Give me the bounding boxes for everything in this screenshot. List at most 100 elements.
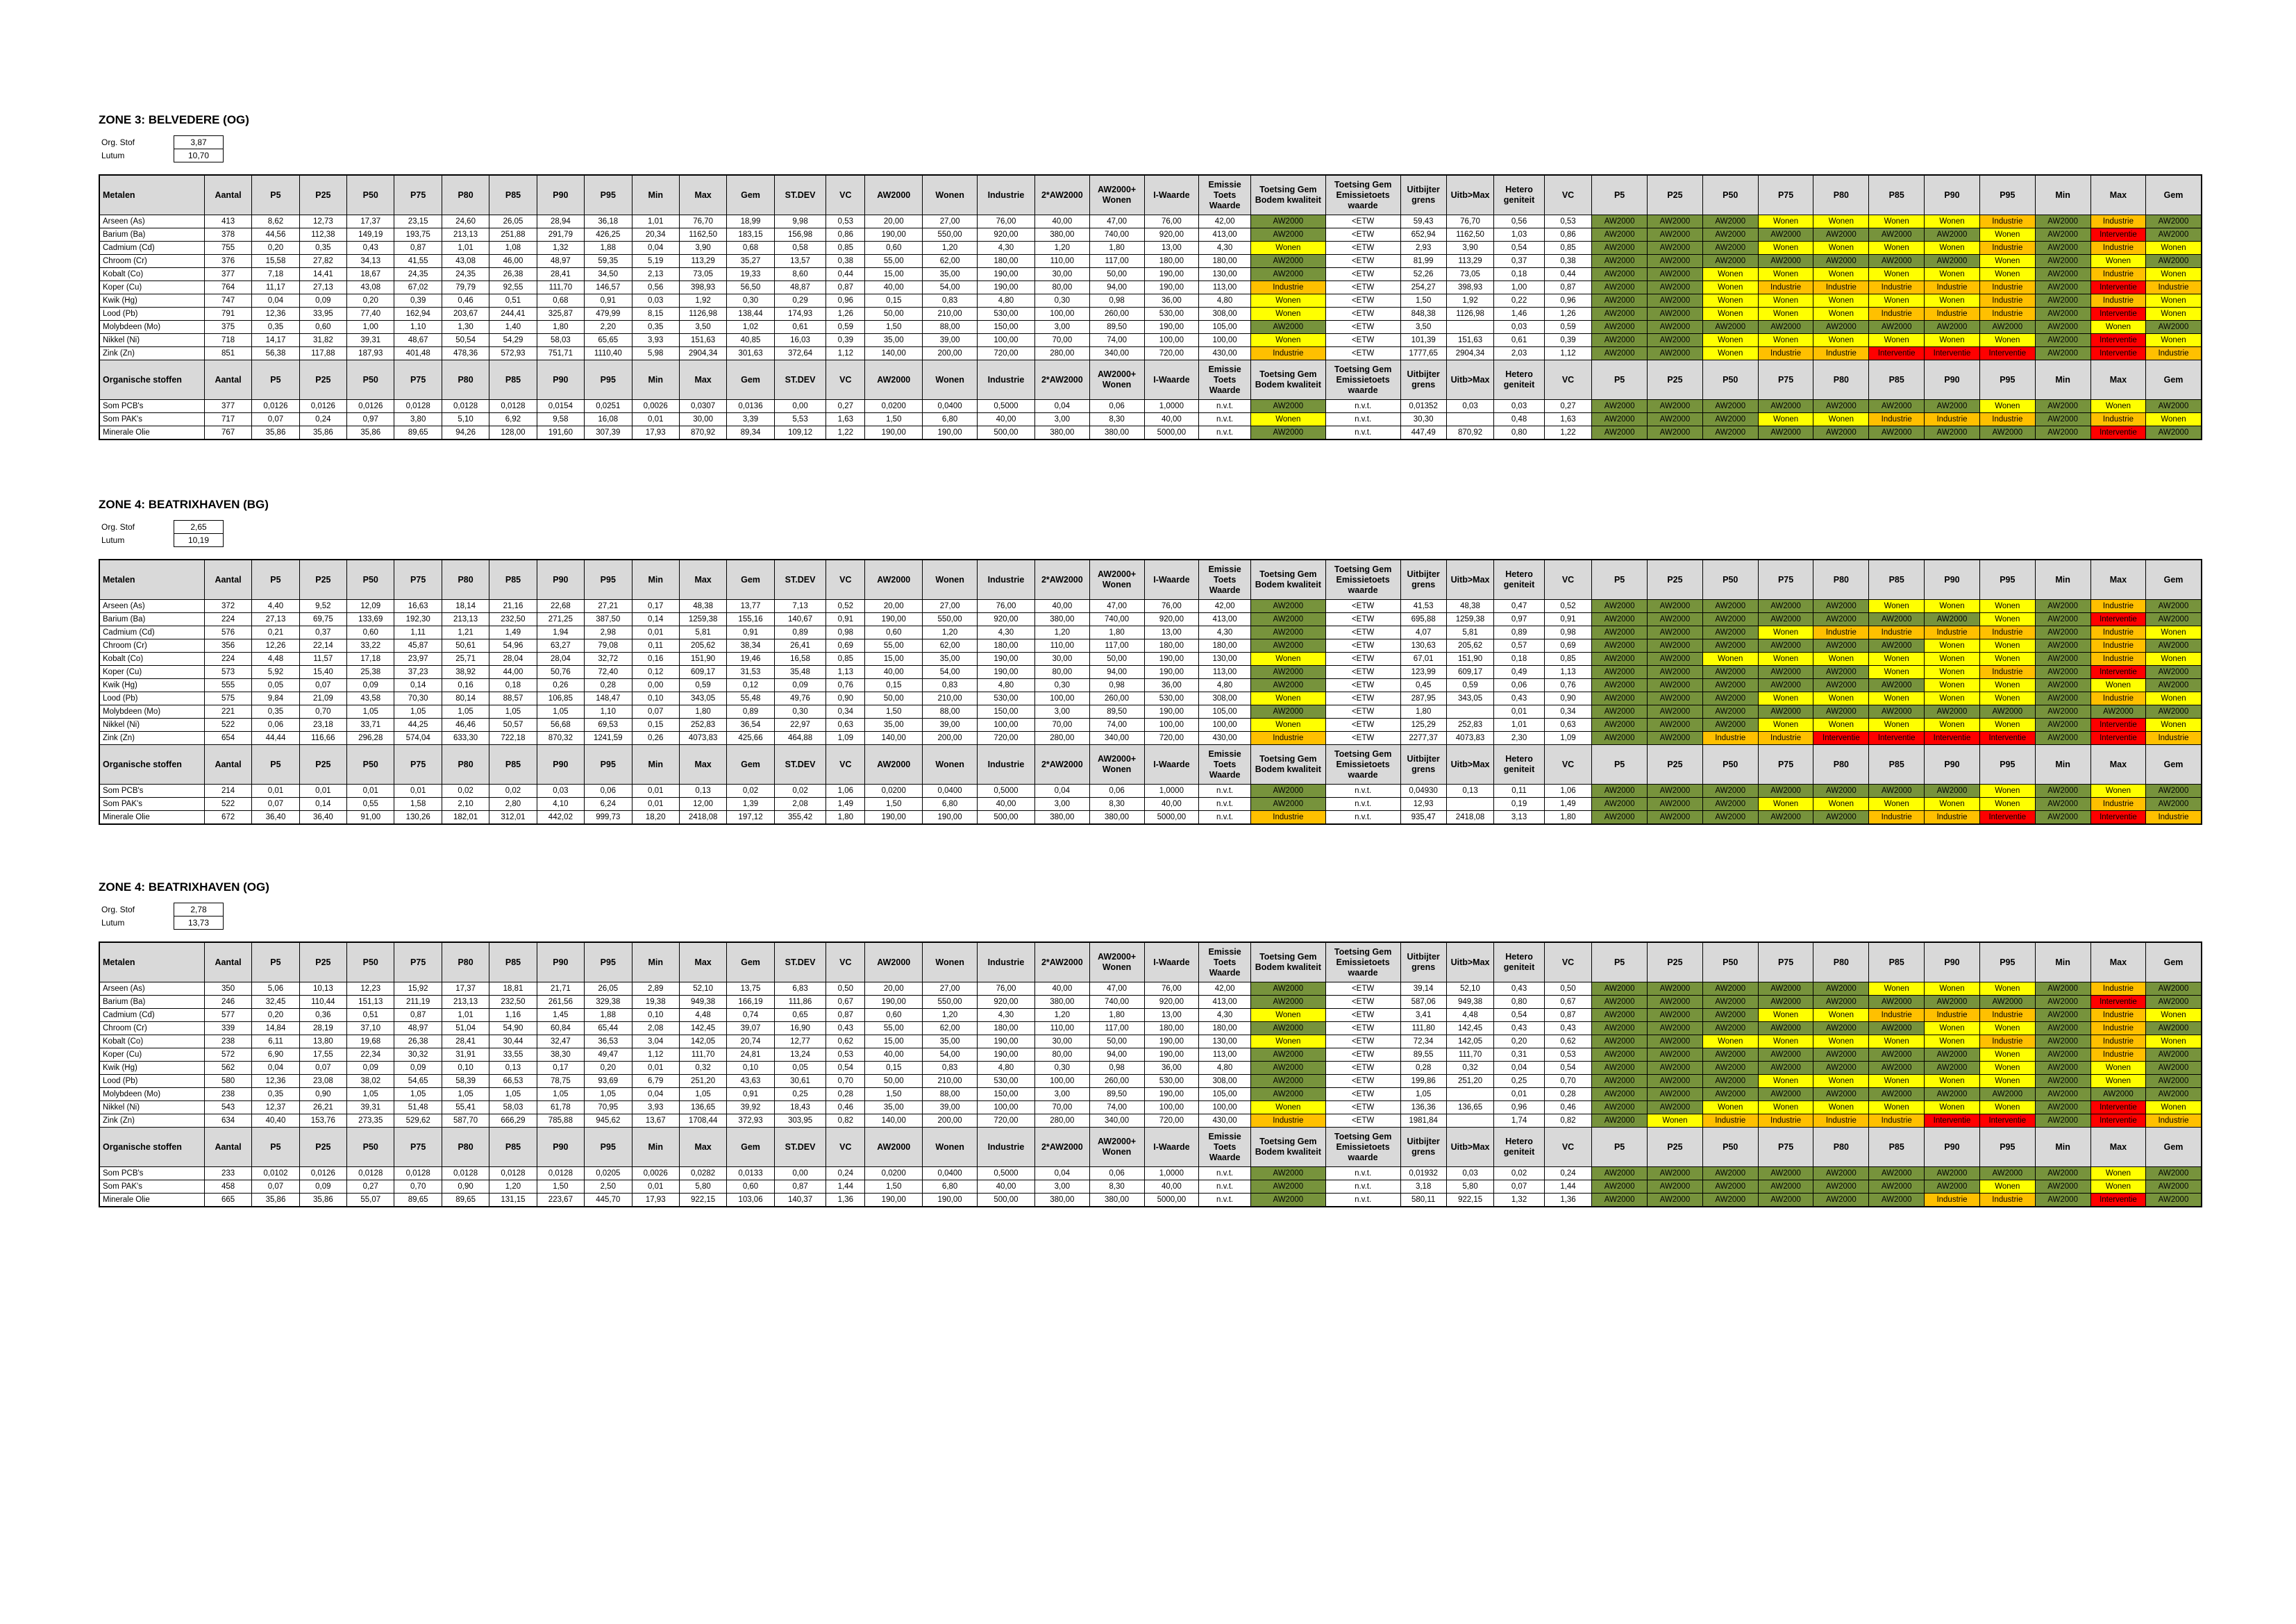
cell: AW2000	[1757, 678, 1814, 692]
cell: 0,96	[826, 294, 866, 308]
cell: 180,00	[977, 1021, 1035, 1035]
cell: 1,05	[394, 705, 442, 719]
cell: 0,48	[1493, 412, 1545, 426]
header-cell: Toetsing Gem Emissietoets waarde	[1325, 744, 1401, 785]
cell: 0,02	[726, 784, 775, 798]
cell: AW2000	[1591, 1100, 1648, 1114]
cell: 6,11	[251, 1035, 300, 1048]
cell: 43,08	[441, 254, 490, 268]
cell: 1,05	[346, 705, 395, 719]
cell: 0,68	[726, 241, 775, 255]
cell: 0,07	[1493, 1180, 1545, 1194]
row-label: Cadmium (Cd)	[99, 626, 205, 639]
header-cell: Industrie	[977, 559, 1035, 600]
cell: AW2000	[1591, 1035, 1648, 1048]
cell: 190,00	[1143, 1048, 1200, 1062]
cell: AW2000	[2090, 705, 2147, 719]
cell: 1,09	[1543, 731, 1593, 745]
cell: 197,12	[726, 810, 775, 825]
header-cell: P95	[584, 360, 632, 400]
cell: AW2000	[1591, 320, 1648, 334]
cell: 17,37	[441, 982, 490, 996]
cell: AW2000	[1647, 307, 1703, 321]
cell: 15,00	[864, 267, 923, 281]
cell: AW2000	[1757, 1087, 1814, 1101]
cell: 5,81	[1446, 626, 1495, 639]
cell: 232,50	[489, 612, 537, 626]
cell: 0,0200	[864, 1166, 923, 1180]
cell: 1,74	[1493, 1114, 1545, 1128]
cell: 190,00	[864, 1193, 923, 1207]
cell: 133,69	[346, 612, 395, 626]
cell: AW2000	[1924, 784, 1980, 798]
parameter-row: Org. Stof 2,65	[99, 520, 224, 534]
cell: 0,5000	[977, 1166, 1035, 1180]
cell: 0,01	[251, 784, 300, 798]
cell: Wonen	[1647, 1114, 1703, 1128]
cell: 151,63	[678, 333, 728, 347]
cell: 190,00	[864, 228, 923, 242]
cell: n.v.t.	[1325, 810, 1401, 825]
cell: AW2000	[2145, 982, 2202, 996]
cell: <ETW	[1325, 307, 1401, 321]
cell: 54,00	[922, 281, 978, 294]
cell: 40,85	[726, 333, 775, 347]
cell: 2,03	[1493, 346, 1545, 360]
cell: 9,58	[536, 412, 585, 426]
cell: 3,00	[1034, 1180, 1090, 1194]
data-row: Arseen (As) 350 5,06 10,13 12,23 15,92 17,37 18…	[99, 982, 2202, 996]
cell: AW2000	[1647, 346, 1703, 360]
parameter-row: Lutum 10,70	[99, 149, 224, 162]
cell: AW2000	[1813, 426, 1870, 440]
cell: 174,93	[773, 307, 827, 321]
cell: 0,16	[441, 678, 490, 692]
header-cell: VC	[1543, 941, 1593, 982]
cell: 48,38	[678, 599, 728, 613]
cell: 49,47	[584, 1048, 632, 1062]
cell: 8,60	[773, 267, 827, 281]
cell: Industrie	[2090, 639, 2147, 653]
cell: Interventie	[1979, 810, 2036, 825]
data-row: Kobalt (Co) 238 6,11 13,80 19,68 26,38 28,41 30…	[99, 1035, 2202, 1048]
cell: 37,10	[346, 1021, 395, 1035]
cell: AW2000	[2145, 320, 2202, 334]
cell: 156,98	[773, 228, 827, 242]
cell: AW2000	[1702, 678, 1759, 692]
header-cell: P95	[1979, 360, 2036, 400]
cell: 1,63	[1543, 412, 1593, 426]
cell: 312,01	[489, 810, 537, 825]
cell: 22,97	[773, 718, 827, 732]
cell: 0,34	[1543, 705, 1593, 719]
cell: 203,67	[441, 307, 490, 321]
cell: Industrie	[1924, 626, 1980, 639]
cell: AW2000	[1647, 705, 1703, 719]
cell: 3,00	[1034, 705, 1090, 719]
cell: 722,18	[489, 731, 537, 745]
cell: 0,13	[489, 1061, 537, 1075]
cell: AW2000	[2145, 1193, 2202, 1207]
cell: AW2000	[1250, 626, 1326, 639]
header-cell: P85	[1868, 1127, 1925, 1167]
cell: 180,00	[1143, 1021, 1200, 1035]
parameter-label: Lutum	[101, 918, 125, 928]
cell: 747	[203, 294, 253, 308]
cell: Wonen	[1250, 333, 1326, 347]
cell: 0,06	[1089, 399, 1145, 413]
cell: 79,08	[584, 639, 632, 653]
cell: AW2000	[1647, 228, 1703, 242]
cell: 210,00	[922, 692, 978, 705]
cell: 1,20	[489, 1180, 537, 1194]
cell: AW2000	[1647, 294, 1703, 308]
cell: 40,00	[1034, 215, 1090, 228]
cell: Wonen	[1924, 1021, 1980, 1035]
header-cell: P85	[1868, 360, 1925, 400]
cell: 0,20	[251, 241, 300, 255]
header-cell: P5	[251, 559, 300, 600]
cell: 65,44	[584, 1021, 632, 1035]
cell: AW2000	[1702, 639, 1759, 653]
header-cell: Toetsing Gem Emissietoets waarde	[1325, 559, 1401, 600]
header-cell: Emissie Toets Waarde	[1198, 174, 1251, 215]
header-cell: Max	[2090, 360, 2147, 400]
cell: 430,00	[1198, 346, 1251, 360]
cell: 1,00	[1493, 281, 1545, 294]
